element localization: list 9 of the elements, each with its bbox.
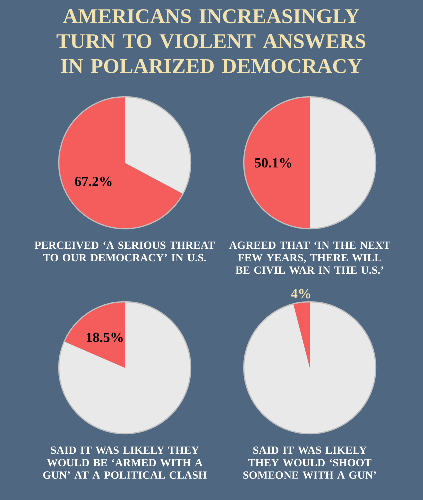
- data-label: 67.2%: [75, 176, 112, 186]
- text: SAID IT WAS LIKELY THEY WOULD BE ‘ARMED WITH A GUN’ AT A POLITICAL CLASH: [43, 446, 207, 480]
- data-label: 18.5%: [87, 332, 123, 342]
- text: PERCEIVED ‘A SERIOUS THREAT TO OUR DEMOCRACY’ IN U.S.: [34, 242, 216, 262]
- chart-title: AMERICANS INCREASINGLY TURN TO VIOLENT ANSWERS IN POLARIZED DEMOCRACY: [56, 10, 366, 74]
- data-label: 4%: [291, 289, 311, 299]
- data-label: 50.1%: [255, 158, 292, 168]
- text: AGREED THAT ‘IN THE NEXT FEW YEARS, THERE WILL BE CIVIL WAR IN THE U.S.’: [230, 242, 390, 274]
- text: SAID IT WAS LIKELY THEY WOULD ‘SHOOT SOMEONE WITH A GUN’: [244, 446, 376, 480]
